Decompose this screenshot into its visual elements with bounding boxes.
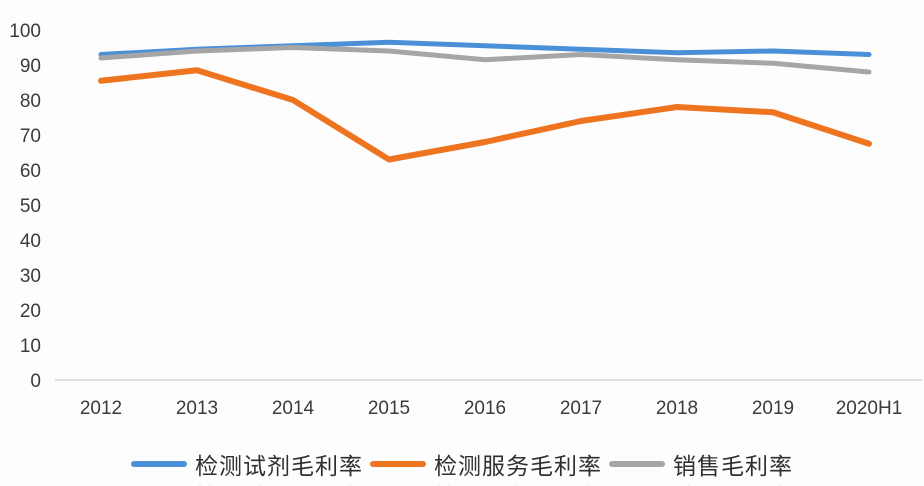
series-lines (98, 39, 872, 163)
x-tick-label: 2015 (368, 398, 410, 419)
y-tick-label: 60 (20, 161, 41, 182)
legend: 检测试剂毛利率 检测服务毛利率 销售毛利率 (0, 448, 924, 480)
legend-swatch-orange (370, 461, 426, 467)
y-tick-label: 30 (20, 266, 41, 287)
legend-swatch-gray (609, 461, 665, 467)
x-tick-label: 2016 (464, 398, 506, 419)
y-tick-label: 100 (9, 21, 41, 42)
x-tick-label: 2019 (752, 398, 794, 419)
y-tick-label: 10 (20, 336, 41, 357)
x-tick-label: 2013 (176, 398, 218, 419)
legend-item-reagent-margin: 检测试剂毛利率 (131, 447, 363, 481)
legend-label: 销售毛利率 (673, 453, 793, 479)
y-tick-label: 40 (20, 231, 41, 252)
x-tick-label: 2017 (560, 398, 602, 419)
y-tick-label: 20 (20, 301, 41, 322)
y-tick-label: 80 (20, 91, 41, 112)
y-axis-tick-labels: 0 10 20 30 40 50 60 70 80 90 100 (9, 21, 41, 392)
y-tick-label: 0 (30, 371, 41, 392)
x-tick-label: 2018 (656, 398, 698, 419)
series-line-1 (98, 67, 872, 163)
legend-item-service-margin: 检测服务毛利率 (370, 447, 602, 481)
y-tick-label: 90 (20, 56, 41, 77)
x-axis-tick-labels: 2012 2013 2014 2015 2016 2017 2018 2019 2020H1 (80, 398, 902, 419)
legend-label: 检测试剂毛利率 (195, 453, 363, 479)
x-tick-label: 2012 (80, 398, 122, 419)
series-line-2 (98, 45, 872, 75)
legend-swatch-blue (131, 461, 187, 467)
y-tick-label: 70 (20, 126, 41, 147)
x-tick-label: 2020H1 (836, 398, 903, 419)
y-tick-label: 50 (20, 196, 41, 217)
legend-label: 检测服务毛利率 (434, 453, 602, 479)
legend-item-sales-margin: 销售毛利率 (609, 447, 793, 481)
x-tick-label: 2014 (272, 398, 315, 419)
